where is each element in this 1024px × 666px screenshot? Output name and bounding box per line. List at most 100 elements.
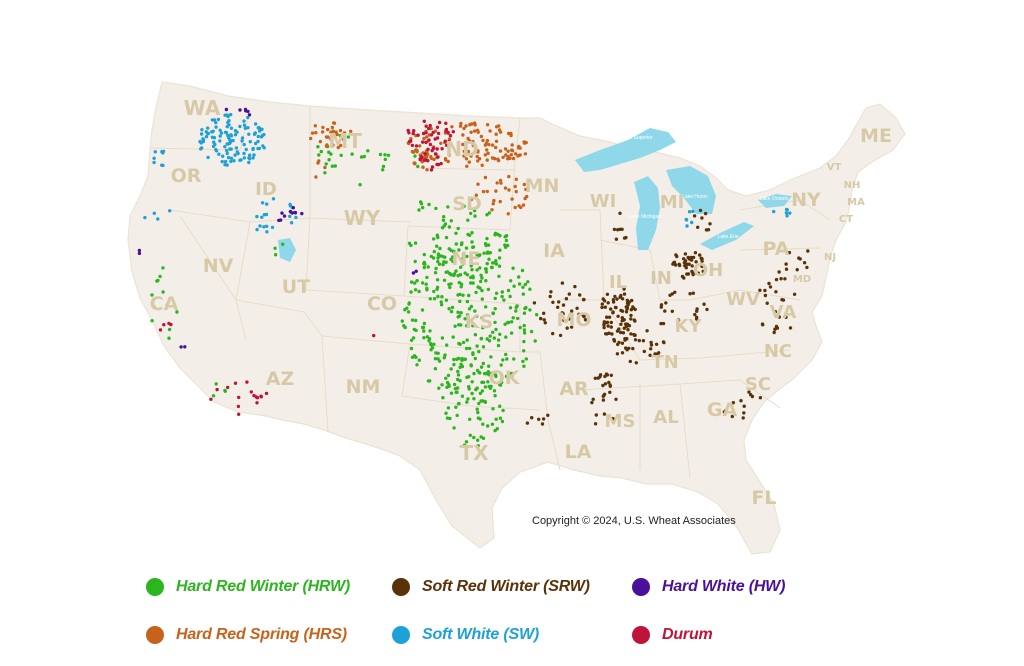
state-label-fl: FL bbox=[751, 487, 776, 509]
hrw-swatch bbox=[146, 578, 164, 596]
srw-dot bbox=[593, 422, 598, 426]
hrs-dot bbox=[511, 156, 516, 161]
lake-labels: Lake Superior Lake Michigan Lake Huron Lake… bbox=[621, 135, 788, 240]
hrw-dot bbox=[383, 153, 387, 157]
sw-dot bbox=[224, 131, 229, 135]
sw-swatch bbox=[392, 626, 410, 644]
srw-dot bbox=[624, 305, 628, 309]
sw-dot bbox=[225, 148, 229, 153]
srw-dot bbox=[622, 326, 626, 330]
hrw-dot bbox=[434, 206, 438, 211]
hrw-dot bbox=[413, 281, 417, 285]
hrw-dot bbox=[523, 282, 528, 287]
hrs-dot bbox=[522, 141, 527, 145]
durum-dot bbox=[237, 395, 241, 400]
state-label-wv: WV bbox=[726, 289, 760, 310]
srw-dot bbox=[690, 264, 694, 268]
srw-dot bbox=[615, 352, 620, 356]
srw-dot bbox=[614, 397, 618, 401]
hrw-dot bbox=[323, 171, 327, 175]
hrw-dot bbox=[493, 320, 497, 325]
sw-dot bbox=[242, 142, 246, 147]
durum-dot bbox=[424, 140, 428, 145]
hrw-dot bbox=[422, 336, 426, 340]
sw-dot bbox=[225, 151, 229, 156]
sw-dot bbox=[260, 215, 264, 219]
hrs-dot bbox=[510, 143, 514, 147]
hrw-dot bbox=[403, 325, 407, 330]
sw-dot bbox=[251, 146, 255, 151]
srw-dot bbox=[631, 305, 635, 309]
hrw-dot bbox=[494, 291, 499, 295]
hrw-dot bbox=[469, 364, 473, 368]
hrw-dot bbox=[480, 288, 484, 293]
hw-dot bbox=[291, 206, 295, 210]
srw-dot bbox=[693, 251, 698, 255]
hrw-dot bbox=[150, 319, 154, 323]
hrs-dot bbox=[332, 121, 337, 125]
state-label-az: AZ bbox=[266, 368, 294, 390]
srw-dot bbox=[662, 340, 666, 345]
hrs-dot bbox=[349, 129, 353, 133]
srw-dot bbox=[551, 300, 555, 304]
srw-dot bbox=[621, 318, 626, 322]
hrs-dot bbox=[513, 205, 517, 210]
sw-dot bbox=[199, 132, 204, 136]
hrw-dot bbox=[487, 364, 491, 368]
hrw-dot bbox=[473, 214, 477, 218]
hrw-dot bbox=[451, 255, 455, 259]
hrs-dot bbox=[330, 133, 334, 138]
hrw-dot bbox=[479, 399, 483, 403]
hrw-dot bbox=[469, 264, 473, 268]
hrw-dot bbox=[451, 259, 455, 264]
hrw-dot bbox=[506, 243, 510, 248]
sw-dot bbox=[294, 215, 298, 220]
hrw-dot bbox=[484, 270, 489, 274]
hrw-dot bbox=[521, 359, 525, 364]
sw-dot bbox=[233, 129, 238, 133]
srw-dot bbox=[611, 298, 616, 302]
srw-dot bbox=[609, 320, 613, 325]
hrw-dot bbox=[480, 297, 484, 301]
hrw-dot bbox=[422, 321, 427, 326]
hrw-dot bbox=[456, 373, 461, 377]
srw-dot bbox=[700, 216, 704, 220]
state-label-wy: WY bbox=[344, 206, 381, 230]
srw-dot bbox=[620, 297, 625, 301]
legend-label-hrs: Hard Red Spring (HRS) bbox=[176, 626, 347, 643]
hrw-dot bbox=[521, 285, 525, 289]
sw-dot bbox=[211, 144, 216, 149]
srw-dot bbox=[620, 351, 625, 355]
srw-dot bbox=[577, 312, 581, 316]
srw-dot bbox=[659, 303, 664, 307]
durum-dot bbox=[215, 387, 219, 392]
durum-dot bbox=[421, 140, 425, 144]
sw-dot bbox=[247, 132, 251, 136]
hrs-dot bbox=[422, 136, 426, 141]
hrs-dot bbox=[462, 154, 466, 158]
hw-dot bbox=[300, 211, 304, 216]
legend-item-hrw: Hard Red Winter (HRW) bbox=[146, 578, 350, 596]
hrw-dot bbox=[466, 218, 470, 222]
hrw-dot bbox=[438, 246, 442, 251]
srw-dot bbox=[605, 315, 609, 319]
hrs-dot bbox=[459, 121, 463, 126]
hrs-dot bbox=[516, 154, 520, 158]
srw-dot bbox=[698, 253, 702, 257]
srw-dot bbox=[637, 338, 641, 343]
sw-dot bbox=[256, 126, 260, 130]
hrw-dot bbox=[496, 343, 501, 348]
hrs-dot bbox=[472, 129, 477, 133]
hrw-dot bbox=[454, 231, 458, 235]
hrs-dot bbox=[501, 155, 505, 159]
hrs-dot bbox=[507, 188, 511, 192]
srw-dot bbox=[619, 322, 623, 326]
hrw-dot bbox=[463, 317, 467, 321]
hrw-dot bbox=[214, 382, 218, 386]
state-label-ia: IA bbox=[543, 240, 565, 262]
hrw-dot bbox=[486, 370, 490, 374]
srw-dot bbox=[608, 390, 612, 394]
hrw-dot bbox=[333, 164, 337, 168]
srw-dot bbox=[761, 323, 765, 327]
srw-dot bbox=[768, 285, 773, 289]
